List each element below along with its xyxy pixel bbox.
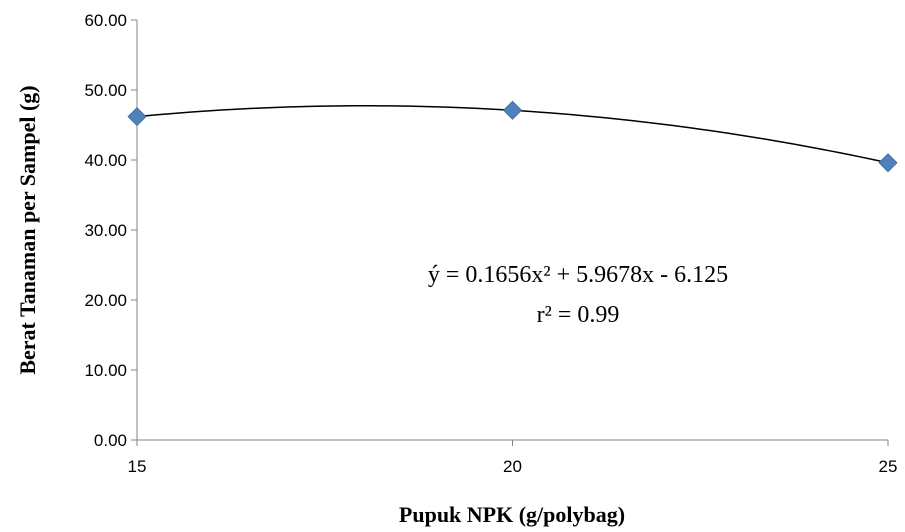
r2-label: r² = 0.99 [537,302,620,328]
y-tick-label: 30.00 [84,221,127,240]
data-point-diamond [127,107,147,127]
x-ticks: 15 20 25 [128,440,898,476]
data-points [127,100,898,173]
y-ticks: 0.00 10.00 20.00 30.00 40.00 50.00 60.00 [84,11,137,450]
x-tick-label: 25 [879,457,898,476]
x-axis-title: Pupuk NPK (g/polybag) [399,502,625,527]
r2-text: r² = 0.99 [537,302,620,328]
x-tick-label: 15 [128,457,147,476]
y-tick-label: 60.00 [84,11,127,30]
y-axis-title: Berat Tanaman per Sampel (g) [15,85,40,374]
equation-text: ý = 0.1656x² + 5.9678x - 6.125 [428,262,728,288]
equation-label: ý = 0.1656x² + 5.9678x - 6.125 [428,262,728,288]
y-tick-label: 10.00 [84,361,127,380]
data-point-diamond [878,153,898,173]
data-point-diamond [502,100,523,120]
y-tick-label: 40.00 [84,151,127,170]
x-tick-label: 20 [503,457,522,476]
y-tick-label: 20.00 [84,291,127,310]
y-tick-label: 0.00 [94,431,127,450]
y-tick-label: 50.00 [84,81,127,100]
